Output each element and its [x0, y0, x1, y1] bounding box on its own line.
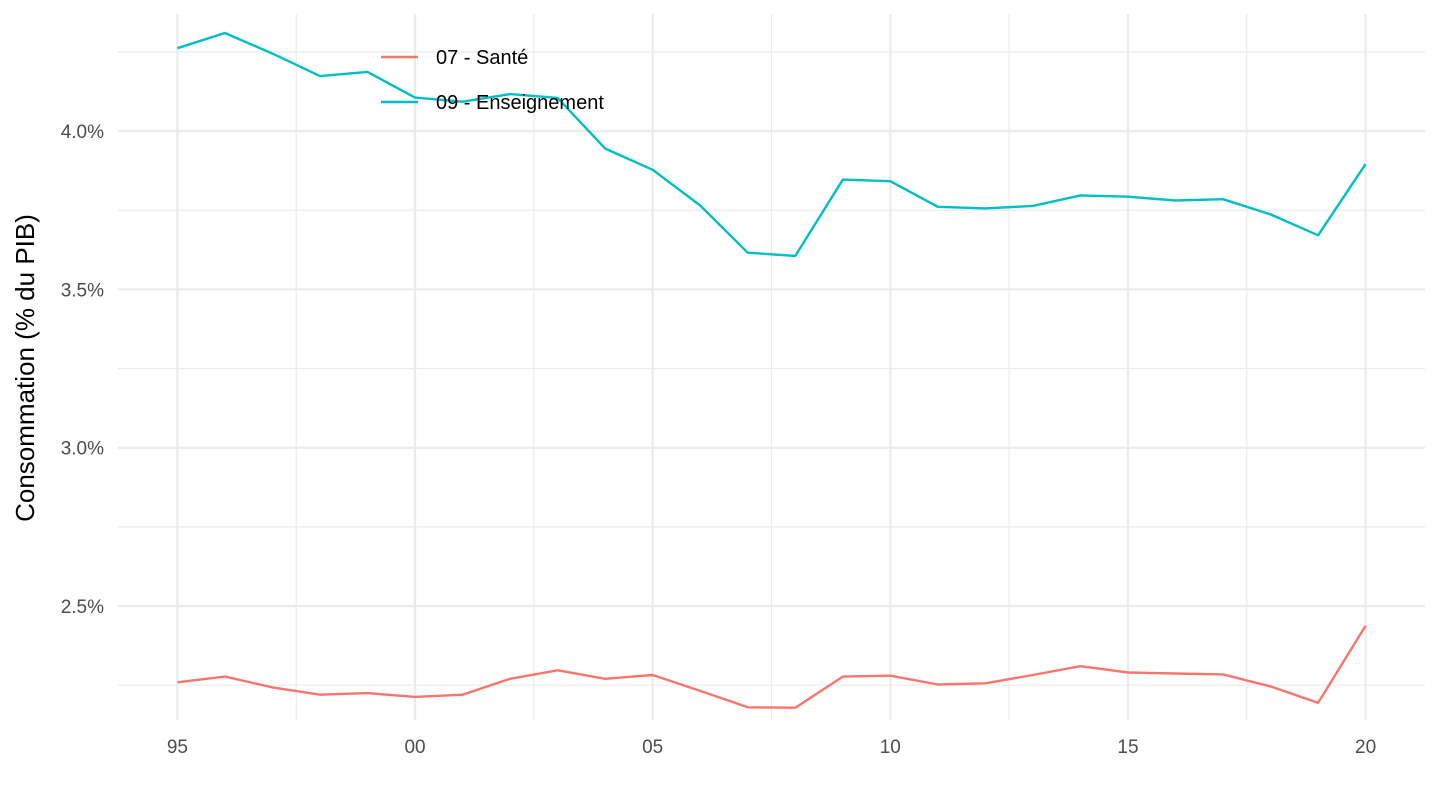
y-tick-label: 4.0% — [61, 122, 104, 143]
y-axis: 2.5% 3.0% 3.5% 4.0% — [61, 122, 104, 618]
x-tick-label: 00 — [404, 737, 425, 758]
grid-major — [118, 14, 1425, 720]
legend: 07 - Santé 09 - Enseignement — [381, 47, 604, 114]
x-tick-label: 20 — [1355, 737, 1376, 758]
x-tick-label: 10 — [880, 737, 901, 758]
y-axis-title: Consommation (% du PIB) — [10, 214, 40, 522]
series-line-2 — [177, 31, 1367, 258]
x-tick-label: 95 — [167, 737, 188, 758]
x-axis: 95 00 05 10 15 20 — [167, 737, 1376, 758]
legend-label-1: 07 - Santé — [436, 47, 528, 69]
y-tick-label: 3.0% — [61, 439, 104, 460]
series-line-1 — [177, 625, 1367, 709]
series-lines — [177, 31, 1367, 709]
y-tick-label: 2.5% — [61, 597, 104, 618]
grid-minor — [118, 14, 1425, 720]
y-tick-label: 3.5% — [61, 280, 104, 301]
x-tick-label: 15 — [1117, 737, 1138, 758]
legend-label-2: 09 - Enseignement — [436, 92, 604, 114]
x-tick-label: 05 — [642, 737, 663, 758]
